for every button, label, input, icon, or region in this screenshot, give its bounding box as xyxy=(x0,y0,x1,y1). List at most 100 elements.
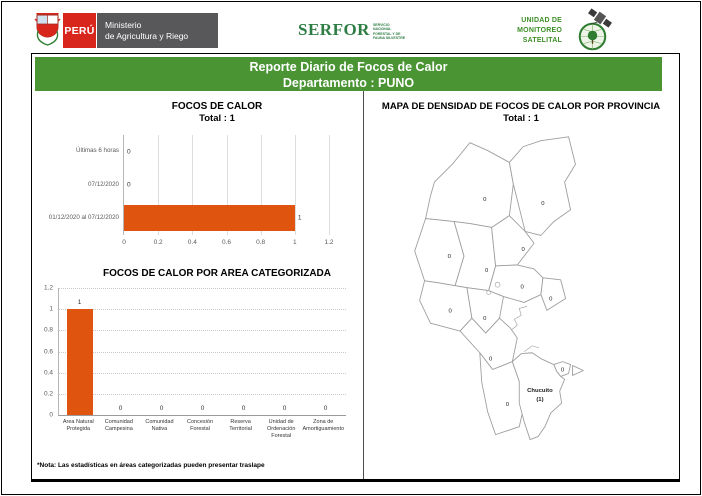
bar-value-label: 1 xyxy=(297,214,302,222)
gridline xyxy=(59,288,346,289)
area-chart-xaxis-labels: Area Natural Protegida Comunidad Campesin… xyxy=(58,419,345,440)
province-sandia xyxy=(508,136,576,236)
serfor-wordmark: SERFOR xyxy=(298,20,370,39)
province-chucuito-highlighted xyxy=(511,352,566,440)
footnote: *Nota: Las estadísticas en áreas categor… xyxy=(37,462,265,469)
province-count-label: 0 xyxy=(549,296,553,302)
ministry-box: Ministerio de Agricultura y Riego xyxy=(97,13,218,48)
y-tick-label: 0.8 xyxy=(43,326,53,334)
gridline xyxy=(260,135,262,235)
gridline xyxy=(294,135,296,235)
area-categorizada-chart: 1 0 0 0 0 0 0 xyxy=(58,288,346,416)
x-tick-label: 0.4 xyxy=(187,239,197,246)
y-tick-label: 0 xyxy=(49,411,53,419)
puno-province-map: 0 0 0 0 0 0 0 0 0 0 0 0 Chucuito (1) xyxy=(414,136,584,440)
map-total: Total : 1 xyxy=(503,113,539,124)
ministry-line1: Ministerio xyxy=(105,19,142,30)
bar-value-label: 0 xyxy=(241,405,246,412)
province-count-label: 0 xyxy=(561,367,565,373)
bar-column: 0 xyxy=(305,288,346,415)
gridline xyxy=(59,351,346,353)
bar-column: 0 xyxy=(264,288,305,415)
gridline xyxy=(158,135,160,235)
map-title: MAPA DE DENSIDAD DE FOCOS DE CALOR POR P… xyxy=(381,101,661,112)
province-el-collao xyxy=(479,352,525,436)
province-count-label: 0 xyxy=(522,247,526,253)
category-label: Comunidad Nativa xyxy=(145,419,174,432)
gridline xyxy=(226,135,228,235)
bar-value-label: 1 xyxy=(77,299,82,307)
bar-column: 0 xyxy=(182,288,223,415)
bar-value-label: 0 xyxy=(323,405,328,412)
focos-chart-title: FOCOS DE CALOR xyxy=(171,101,263,112)
y-tick-label: 1.2 xyxy=(43,284,53,292)
y-tick-label: 0.6 xyxy=(43,348,53,355)
peru-label: PERÚ xyxy=(63,13,96,48)
bar-value-label: 0 xyxy=(282,405,287,412)
focos-de-calor-chart: 0 0.2 0.4 0.6 0.8 1 1.2 0 0 1 xyxy=(122,135,334,246)
category-label: 07/12/2020 xyxy=(88,180,119,188)
category-label: Zona de Amortiguamiento xyxy=(302,419,345,432)
report-title: Reporte Diario de Focos de Calor Departa… xyxy=(35,57,662,91)
area-chart-yaxis: 0 0.2 0.4 0.6 0.8 1 1.2 xyxy=(34,284,56,419)
monitoring-unit-label: UNIDAD DE MONITOREO SATELITAL xyxy=(517,17,562,44)
bar xyxy=(66,309,93,415)
bar-value-label: 0 xyxy=(159,405,164,412)
focos-chart-total: Total : 1 xyxy=(199,113,235,124)
province-carabaya xyxy=(425,142,514,228)
province-count-label: 0 xyxy=(506,402,510,408)
province-count-label: 0 xyxy=(483,316,487,322)
bar-row: 0 xyxy=(124,168,329,201)
satellite-icon xyxy=(588,8,612,28)
gridline xyxy=(59,309,346,311)
bar-column: 0 xyxy=(141,288,182,415)
province-count-label: 0 xyxy=(448,254,452,260)
province-count-label: 0 xyxy=(489,357,493,363)
category-label: 01/12/2020 al 07/12/2020 xyxy=(48,213,119,221)
province-puno xyxy=(459,317,518,370)
highlight-province-name: Chucuito xyxy=(527,388,553,394)
report-title-line1: Reporte Diario de Focos de Calor xyxy=(249,60,448,74)
gridline xyxy=(59,393,346,395)
bar-column: 0 xyxy=(100,288,141,415)
peru-coat-of-arms-icon xyxy=(34,13,61,46)
lake-shoreline-detail xyxy=(511,306,540,353)
y-tick-label: 1 xyxy=(49,305,53,313)
serfor-logo: SERFOR SERVICIO NACIONAL FORESTAL Y DE F… xyxy=(298,21,428,41)
panel-divider xyxy=(363,91,364,479)
x-tick-label: 0.6 xyxy=(221,239,232,246)
bar xyxy=(124,205,295,232)
province-lampa xyxy=(419,280,473,332)
category-label: Comunidad Campesina xyxy=(104,419,133,432)
lake-detail xyxy=(494,281,501,288)
bar-column: 0 xyxy=(223,288,264,415)
y-tick-label: 0.4 xyxy=(43,369,53,377)
bar-row: 0 xyxy=(124,135,329,168)
lake-detail xyxy=(486,290,491,295)
bar-column: 1 xyxy=(59,288,100,415)
serfor-tagline: SERVICIO NACIONAL FORESTAL Y DE FAUNA SI… xyxy=(372,23,406,41)
gridline xyxy=(59,372,346,374)
bar-value-label: 0 xyxy=(200,405,205,412)
province-count-label: 0 xyxy=(449,308,453,314)
province-triangle-islet xyxy=(572,365,584,376)
x-tick-label: 0 xyxy=(122,239,126,246)
gridline xyxy=(192,135,194,235)
bar-value-label: 0 xyxy=(127,148,131,156)
province-count-label: 0 xyxy=(485,268,489,274)
bar-value-label: 0 xyxy=(118,405,123,412)
x-tick-label: 1.2 xyxy=(324,239,334,246)
ministry-line2: de Agricultura y Riego xyxy=(105,30,189,41)
x-tick-label: 0.2 xyxy=(153,239,163,246)
report-body: Reporte Diario de Focos de Calor Departa… xyxy=(31,53,680,482)
category-label: Últimas 6 horas xyxy=(76,147,119,155)
highlight-province-value: (1) xyxy=(536,397,543,403)
gridline xyxy=(329,135,330,235)
gridline xyxy=(59,330,346,332)
category-label: Unidad de Ordenación Forestal xyxy=(266,419,296,439)
category-label: Reserva Territorial xyxy=(229,419,252,432)
x-tick-label: 1 xyxy=(293,239,297,246)
province-count-label: 0 xyxy=(541,201,545,207)
y-tick-label: 0.2 xyxy=(43,390,53,398)
